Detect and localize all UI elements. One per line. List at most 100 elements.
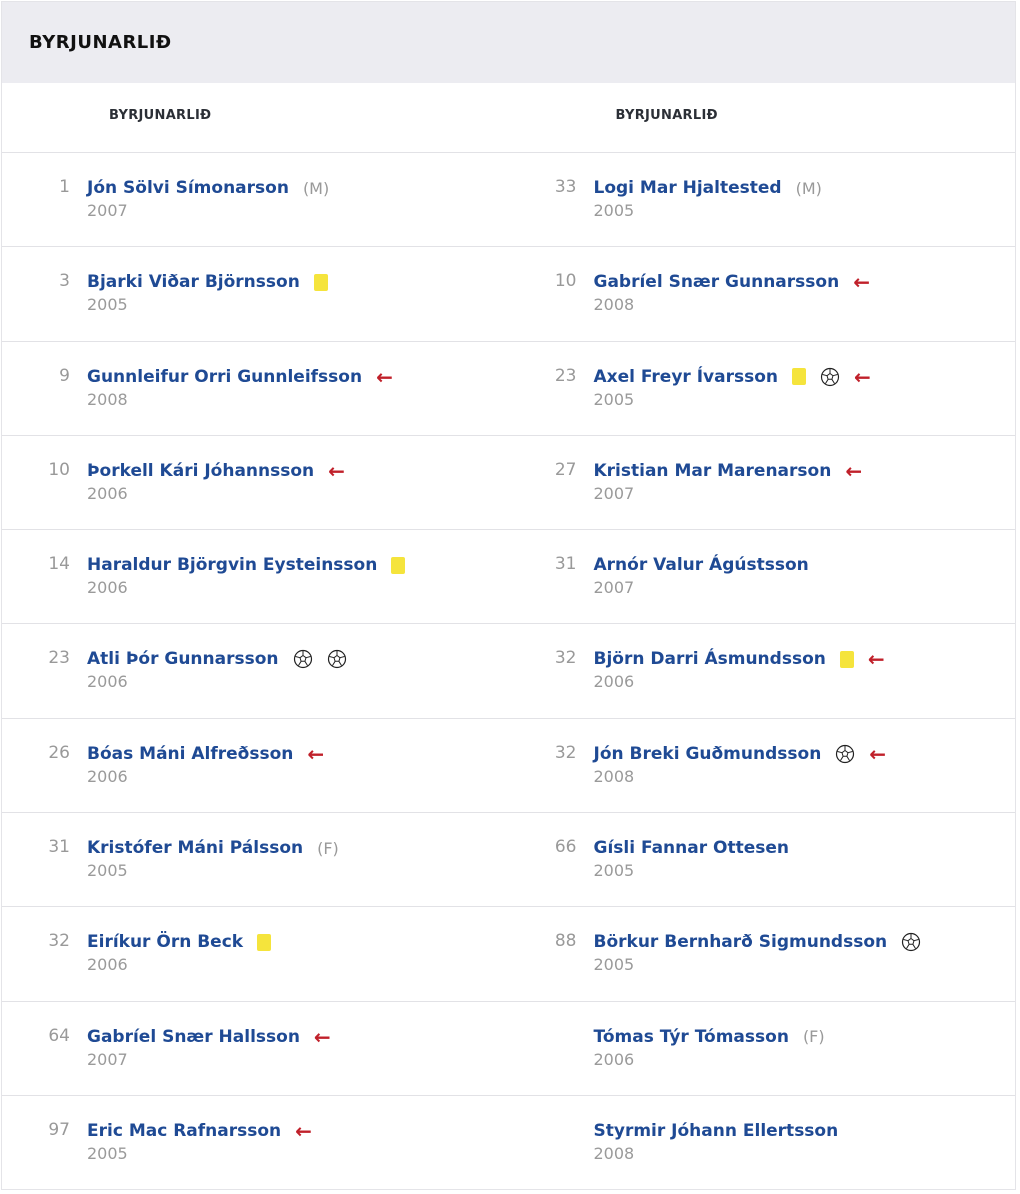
substitution-off-arrow-icon: ←	[376, 364, 393, 389]
table-row: 31 Kristófer Máni Pálsson (F) 2005 66 Gísli F…	[2, 813, 1015, 908]
player-name-link[interactable]: Eiríkur Örn Beck	[87, 932, 244, 953]
player-role: (F)	[317, 838, 339, 858]
player-name-link[interactable]: Gísli Fannar Ottesen	[593, 838, 790, 859]
birth-year: 2006	[87, 955, 128, 975]
birth-year: 2008	[593, 766, 635, 786]
substitution-off-arrow-icon: ←	[328, 458, 345, 483]
shirt-number: 64	[48, 1025, 70, 1046]
player-name-link[interactable]: Gabríel Snær Gunnarsson	[593, 272, 840, 293]
player-name-link[interactable]: Axel Freyr Ívarsson	[593, 366, 779, 387]
player-name-link[interactable]: Bjarki Viðar Björnsson	[87, 272, 300, 293]
player-entry: 9 Gunnleifur Orri Gunnleifsson ← 2008	[2, 342, 509, 435]
player-entry: Tómas Týr Tómasson (F) 2006	[509, 1002, 1016, 1095]
lineup-rows: 1 Jón Sölvi Símonarson (M) 2007 33 Logi Mar H…	[2, 153, 1015, 1190]
table-row: 23 Atli Þór Gunnarsson 2006 32 Björn Darri Á…	[2, 624, 1016, 719]
substitution-off-arrow-icon: ←	[867, 647, 885, 672]
player-entry: 14 Haraldur Björgvin Eysteinsson 2006	[2, 530, 509, 623]
birth-year: 2005	[593, 389, 635, 409]
card-title: BYRJUNARLIÐ	[2, 2, 1015, 83]
player-role: (F)	[802, 1027, 825, 1047]
yellow-card-icon	[391, 556, 406, 574]
shirt-number: 9	[59, 365, 70, 386]
player-name-link[interactable]: Arnór Valur Ágústsson	[593, 555, 809, 576]
player-name-link[interactable]: Bóas Máni Alfreðsson	[87, 743, 294, 764]
player-name-link[interactable]: Haraldur Björgvin Eysteinsson	[87, 555, 378, 576]
player-name-link[interactable]: Gabríel Snær Hallsson	[87, 1026, 300, 1047]
yellow-card-icon	[839, 650, 854, 668]
shirt-number: 3	[59, 271, 70, 292]
birth-year: 2005	[593, 955, 635, 975]
table-row: 97 Eric Mac Rafnarsson ← 2005 Styrmir Jóhann…	[2, 1096, 1015, 1190]
substitution-off-arrow-icon: ←	[295, 1118, 312, 1143]
table-row: 64 Gabríel Snær Hallsson ← 2007 Tómas Týr Tó…	[2, 1002, 1015, 1096]
player-role: (M)	[795, 178, 822, 198]
player-entry: 23 Axel Freyr Ívarsson ← 2005	[509, 342, 1016, 435]
shirt-number: 27	[554, 459, 577, 480]
player-name-link[interactable]: Börkur Bernharð Sigmundsson	[593, 932, 888, 953]
player-entry: 32 Eiríkur Örn Beck 2006	[2, 907, 509, 1000]
birth-year: 2007	[593, 483, 635, 503]
shirt-number	[509, 1026, 577, 1095]
birth-year: 2006	[593, 1049, 635, 1069]
player-entry: 31 Arnór Valur Ágústsson 2007	[509, 530, 1016, 623]
away-column-header: BYRJUNARLIÐ	[615, 108, 718, 123]
goal-ball-icon	[293, 649, 313, 669]
substitution-off-arrow-icon: ←	[307, 741, 325, 766]
player-name-link[interactable]: Björn Darri Ásmundsson	[593, 649, 826, 670]
player-name-link[interactable]: Eric Mac Rafnarsson	[87, 1120, 282, 1141]
player-name-link[interactable]: Gunnleifur Orri Gunnleifsson	[87, 366, 363, 387]
shirt-number: 32	[48, 931, 70, 952]
player-name-link[interactable]: Atli Þór Gunnarsson	[87, 649, 279, 670]
player-name-link[interactable]: Jón Sölvi Símonarson	[87, 178, 289, 198]
table-row: 14 Haraldur Björgvin Eysteinsson 2006 31 Arn…	[2, 530, 1016, 625]
substitution-off-arrow-icon: ←	[854, 364, 871, 389]
table-row: 3 Bjarki Viðar Björnsson 2005 10 Gabríel Snæ…	[2, 247, 1016, 342]
shirt-number	[509, 1120, 577, 1190]
home-column-header: BYRJUNARLIÐ	[109, 108, 212, 123]
player-entry: 32 Jón Breki Guðmundsson ← 2008	[509, 719, 1016, 812]
player-entry: 3 Bjarki Viðar Björnsson 2005	[2, 247, 509, 340]
player-entry: 97 Eric Mac Rafnarsson ← 2005	[2, 1096, 509, 1190]
shirt-number: 88	[554, 931, 577, 952]
substitution-off-arrow-icon: ←	[869, 741, 887, 766]
goal-ball-icon	[901, 932, 921, 952]
player-name-link[interactable]: Logi Mar Hjaltested	[593, 178, 782, 198]
player-entry: 10 Gabríel Snær Gunnarsson ← 2008	[509, 247, 1016, 340]
shirt-number: 32	[554, 648, 577, 669]
player-name-link[interactable]: Tómas Týr Tómasson	[593, 1026, 789, 1047]
shirt-number: 1	[59, 177, 70, 197]
table-row: 1 Jón Sölvi Símonarson (M) 2007 33 Logi Mar H…	[2, 153, 1016, 248]
player-name-link[interactable]: Þorkell Kári Jóhannsson	[87, 460, 315, 481]
shirt-number: 10	[554, 271, 577, 292]
birth-year: 2005	[593, 201, 635, 220]
substitution-off-arrow-icon: ←	[313, 1024, 331, 1049]
player-entry: 33 Logi Mar Hjaltested (M) 2005	[509, 153, 1016, 246]
player-role: (M)	[302, 178, 330, 198]
player-entry: 26 Bóas Máni Alfreðsson ← 2006	[2, 719, 509, 812]
player-entry: 32 Björn Darri Ásmundsson ← 2006	[509, 624, 1016, 717]
table-row: 9 Gunnleifur Orri Gunnleifsson ← 2008 23 Axel…	[2, 342, 1015, 436]
shirt-number: 26	[48, 742, 70, 763]
birth-year: 2006	[87, 766, 128, 786]
player-entry: 1 Jón Sölvi Símonarson (M) 2007	[2, 153, 509, 246]
player-name-link[interactable]: Kristófer Máni Pálsson	[87, 838, 304, 859]
birth-year: 2008	[593, 295, 635, 315]
birth-year: 2005	[593, 861, 635, 881]
yellow-card-icon	[792, 368, 807, 386]
player-name-link[interactable]: Kristian Mar Marenarson	[593, 460, 832, 481]
birth-year: 2007	[593, 578, 635, 598]
birth-year: 2005	[87, 861, 128, 881]
shirt-number: 14	[48, 554, 70, 575]
birth-year: 2007	[87, 201, 128, 220]
player-name-link[interactable]: Styrmir Jóhann Ellertsson	[593, 1120, 839, 1141]
birth-year: 2006	[87, 672, 128, 692]
birth-year: 2006	[593, 672, 635, 692]
shirt-number: 97	[48, 1119, 70, 1140]
shirt-number: 10	[48, 459, 70, 480]
table-row: 10 Þorkell Kári Jóhannsson ← 2006 27 Kristian…	[2, 436, 1015, 531]
yellow-card-icon	[313, 273, 328, 291]
substitution-off-arrow-icon: ←	[853, 270, 870, 295]
player-name-link[interactable]: Jón Breki Guðmundsson	[593, 743, 822, 764]
column-headers: BYRJUNARLIÐ BYRJUNARLIÐ	[2, 83, 1015, 153]
